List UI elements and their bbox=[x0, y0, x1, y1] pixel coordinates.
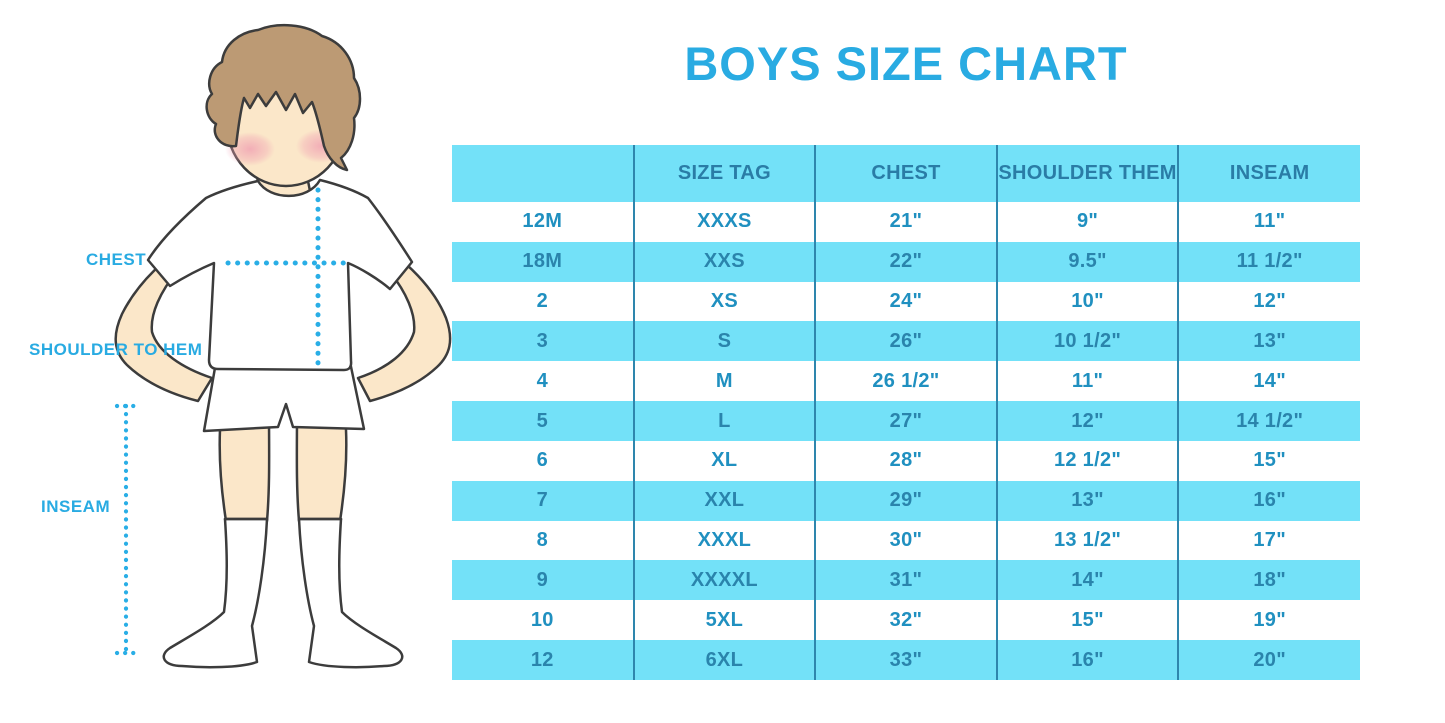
right-arm-shape bbox=[356, 242, 452, 403]
table-row: 12 6XL 33" 16" 20" bbox=[452, 640, 1360, 680]
table-cell: 4 bbox=[452, 361, 634, 402]
table-cell: 3 bbox=[452, 321, 634, 362]
shorts-shape bbox=[202, 360, 366, 433]
left-sock-shape bbox=[162, 517, 269, 669]
table-cell: 31" bbox=[814, 560, 997, 601]
table-cell: 28" bbox=[814, 440, 997, 481]
table-cell: 33" bbox=[814, 640, 997, 680]
table-cell: 12" bbox=[1177, 281, 1360, 322]
size-table-body: 12M XXXS 21" 9" 11" 18M XXS 22" 9.5" 11 1/2" 2 XS 24… bbox=[452, 202, 1360, 680]
table-row: 7 XXL 29" 13" 16" bbox=[452, 480, 1360, 521]
table-cell: 18" bbox=[1177, 560, 1360, 601]
table-cell: 7 bbox=[452, 480, 634, 521]
column-header: CHEST bbox=[814, 145, 997, 202]
table-cell: 13 1/2" bbox=[995, 520, 1179, 561]
table-cell: 11" bbox=[1177, 202, 1360, 242]
table-cell: 32" bbox=[814, 600, 997, 641]
table-cell: 14 1/2" bbox=[1177, 401, 1360, 441]
left-arm-shape bbox=[114, 238, 214, 403]
table-cell: 12 bbox=[452, 640, 634, 680]
column-header: INSEAM bbox=[1177, 145, 1360, 202]
table-cell: 11" bbox=[995, 361, 1179, 402]
table-cell: 6XL bbox=[632, 640, 816, 680]
table-cell: 14" bbox=[1177, 361, 1360, 402]
right-sock-shape bbox=[297, 517, 404, 669]
size-table: SIZE TAG CHEST SHOULDER THEM INSEAM 12M XXXS… bbox=[452, 145, 1360, 680]
table-cell: 9.5" bbox=[995, 241, 1179, 282]
boy-illustration bbox=[114, 24, 452, 669]
table-cell: 9 bbox=[452, 560, 634, 601]
size-table-header: SIZE TAG CHEST SHOULDER THEM INSEAM bbox=[452, 145, 1360, 202]
page-title: BOYS SIZE CHART bbox=[684, 37, 1128, 90]
table-row: 3 S 26" 10 1/2" 13" bbox=[452, 321, 1360, 362]
table-cell: 12M bbox=[452, 202, 634, 242]
table-cell: 17" bbox=[1177, 520, 1360, 561]
table-cell: 5XL bbox=[632, 600, 816, 641]
table-row: 12M XXXS 21" 9" 11" bbox=[452, 202, 1360, 242]
shirt-shape bbox=[146, 178, 414, 372]
table-cell: 5 bbox=[452, 401, 634, 441]
header-row: SIZE TAG CHEST SHOULDER THEM INSEAM bbox=[452, 145, 1360, 202]
table-cell: XXXL bbox=[632, 520, 816, 561]
table-cell: 10 1/2" bbox=[995, 321, 1179, 362]
table-cell: 12" bbox=[995, 401, 1179, 441]
inseam-label: INSEAM bbox=[41, 497, 111, 516]
table-row: 5 L 27" 12" 14 1/2" bbox=[452, 401, 1360, 441]
table-cell: 10 bbox=[452, 600, 634, 641]
table-cell: XL bbox=[632, 440, 816, 481]
table-row: 4 M 26 1/2" 11" 14" bbox=[452, 361, 1360, 402]
table-row: 9 XXXXL 31" 14" 18" bbox=[452, 560, 1360, 601]
table-cell: 12 1/2" bbox=[995, 440, 1179, 481]
table-cell: 20" bbox=[1177, 640, 1360, 680]
table-cell: XXXS bbox=[632, 202, 816, 242]
measurement-figure: CHEST SHOULDER TO HEM INSEAM bbox=[0, 0, 452, 723]
shoulder-to-hem-label: SHOULDER TO HEM bbox=[29, 340, 203, 359]
table-cell: 13" bbox=[995, 480, 1179, 521]
table-cell: S bbox=[632, 321, 816, 362]
table-cell: 8 bbox=[452, 520, 634, 561]
table-cell: XXS bbox=[632, 241, 816, 282]
table-row: 2 XS 24" 10" 12" bbox=[452, 281, 1360, 322]
table-cell: 19" bbox=[1177, 600, 1360, 641]
column-header: SIZE TAG bbox=[632, 145, 816, 202]
right-leg-shape bbox=[295, 412, 348, 523]
table-row: 8 XXXL 30" 13 1/2" 17" bbox=[452, 520, 1360, 561]
table-cell: 16" bbox=[1177, 480, 1360, 521]
table-cell: L bbox=[632, 401, 816, 441]
hair-shape bbox=[205, 24, 362, 172]
column-header: SHOULDER THEM bbox=[995, 145, 1179, 202]
table-cell: 22" bbox=[814, 241, 997, 282]
table-cell: 6 bbox=[452, 440, 634, 481]
table-cell: 27" bbox=[814, 401, 997, 441]
table-row: 18M XXS 22" 9.5" 11 1/2" bbox=[452, 241, 1360, 282]
table-cell: 11 1/2" bbox=[1177, 241, 1360, 282]
table-cell: 9" bbox=[995, 202, 1179, 242]
column-header bbox=[452, 145, 634, 202]
table-row: 10 5XL 32" 15" 19" bbox=[452, 600, 1360, 641]
table-cell: 15" bbox=[1177, 440, 1360, 481]
table-row: 6 XL 28" 12 1/2" 15" bbox=[452, 440, 1360, 481]
table-cell: XXL bbox=[632, 480, 816, 521]
table-cell: 21" bbox=[814, 202, 997, 242]
table-cell: 26" bbox=[814, 321, 997, 362]
table-cell: 26 1/2" bbox=[814, 361, 997, 402]
table-cell: XXXXL bbox=[632, 560, 816, 601]
table-cell: 18M bbox=[452, 241, 634, 282]
table-cell: 29" bbox=[814, 480, 997, 521]
table-cell: 13" bbox=[1177, 321, 1360, 362]
table-cell: 2 bbox=[452, 281, 634, 322]
table-cell: 14" bbox=[995, 560, 1179, 601]
table-cell: 15" bbox=[995, 600, 1179, 641]
table-cell: 10" bbox=[995, 281, 1179, 322]
table-cell: 24" bbox=[814, 281, 997, 322]
table-cell: M bbox=[632, 361, 816, 402]
chest-label: CHEST bbox=[86, 250, 147, 269]
table-cell: XS bbox=[632, 281, 816, 322]
table-cell: 30" bbox=[814, 520, 997, 561]
table-cell: 16" bbox=[995, 640, 1179, 680]
